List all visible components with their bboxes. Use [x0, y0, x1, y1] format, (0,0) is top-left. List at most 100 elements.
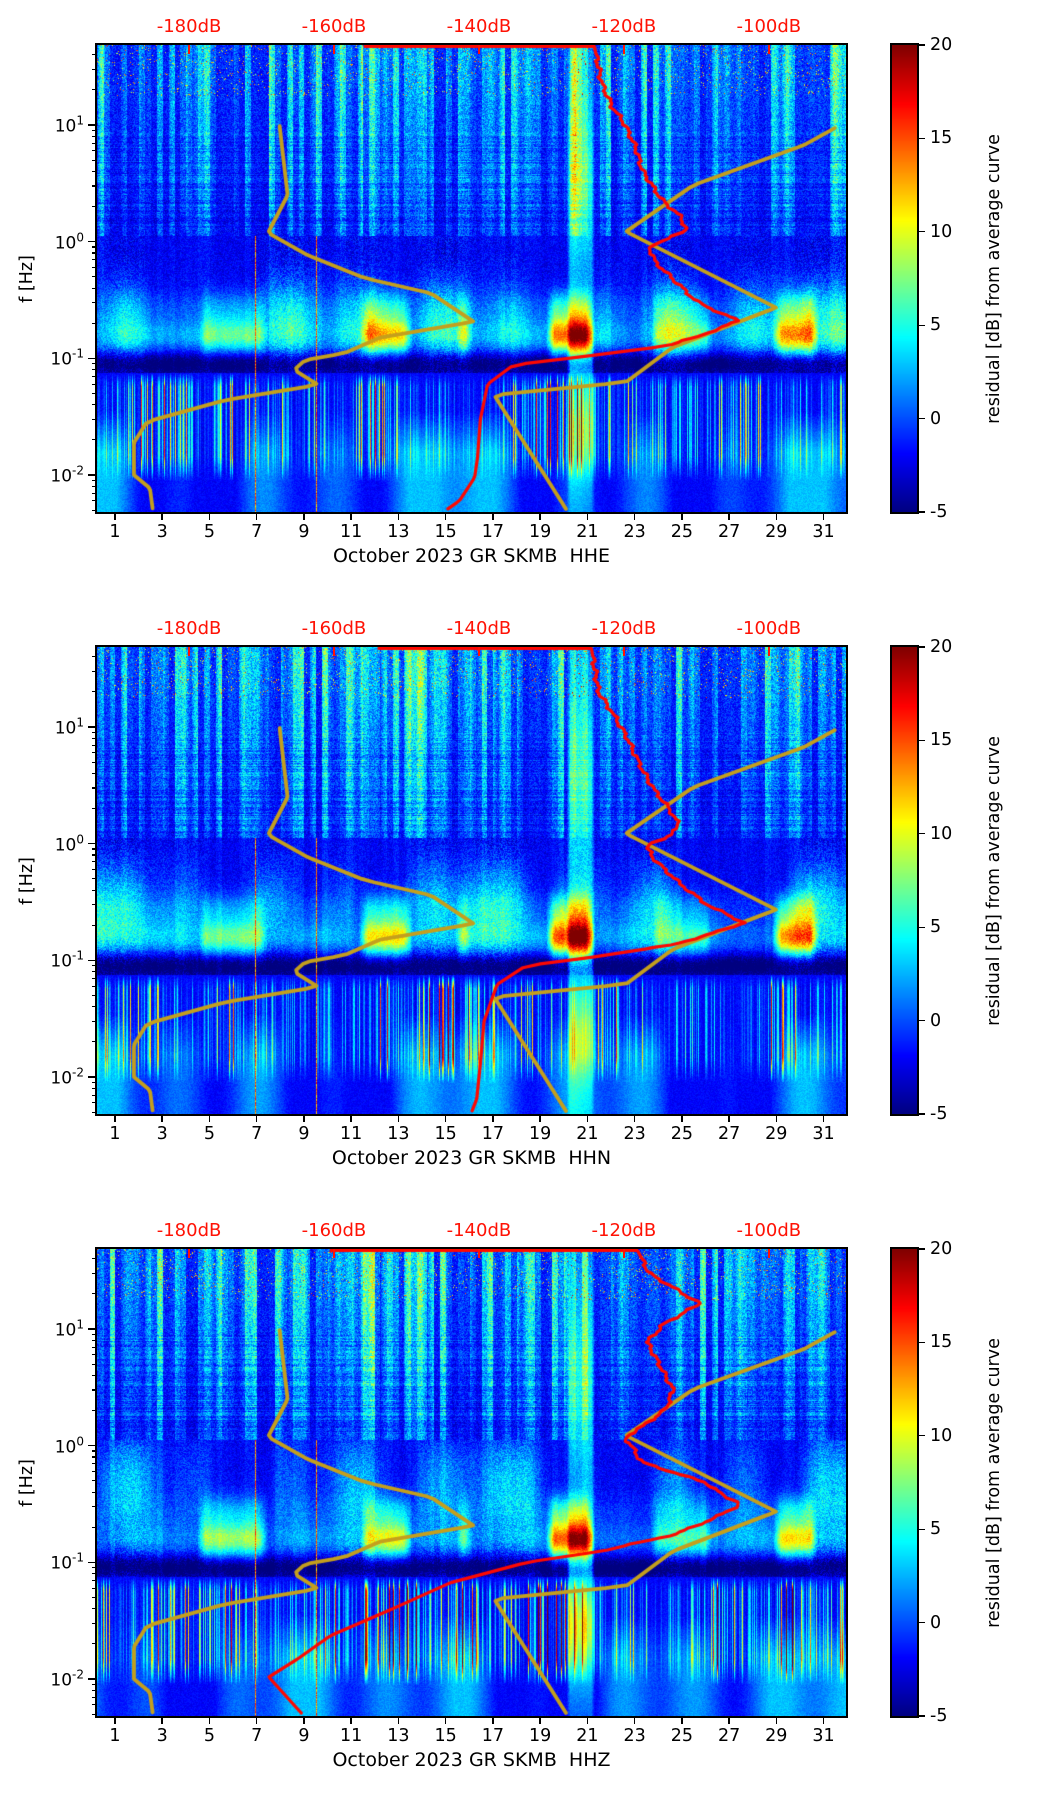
colorbar-tick-label: 5: [930, 315, 942, 336]
day-axis-label: 3: [156, 522, 168, 542]
day-axis-tick: [633, 514, 636, 520]
day-axis-tick: [681, 1718, 683, 1724]
day-axis-label: 5: [203, 522, 215, 542]
day-axis-tick: [586, 1718, 589, 1724]
freq-axis-minor-tick: [92, 267, 96, 269]
freq-axis-minor-tick: [92, 142, 96, 144]
day-axis-label: 21: [576, 1726, 599, 1746]
colorbar-title: residual [dB] from average curve: [984, 735, 1004, 1026]
colorbar-tick: [919, 1341, 925, 1344]
freq-axis-minor-tick: [92, 1293, 96, 1295]
colorbar-tick-label: 5: [930, 917, 942, 938]
freq-axis-major-tick: [88, 1561, 95, 1564]
freq-axis-minor-tick: [92, 1041, 96, 1043]
day-axis-tick: [444, 1718, 447, 1724]
day-axis-tick: [539, 514, 541, 520]
day-axis-tick: [681, 514, 683, 520]
db-axis-label: -120dB: [591, 16, 657, 37]
freq-axis-minor-tick: [92, 492, 96, 494]
freq-axis-minor-tick: [92, 185, 96, 187]
day-axis-label: 25: [670, 1124, 693, 1144]
freq-axis-minor-tick: [92, 479, 96, 481]
freq-axis-minor-tick: [92, 1491, 96, 1493]
day-axis-tick: [822, 514, 825, 520]
freq-axis-minor-tick: [92, 375, 96, 377]
freq-axis-major-tick: [88, 1678, 95, 1680]
day-axis-tick: [303, 514, 305, 520]
db-axis-label: -140dB: [446, 1220, 512, 1241]
day-axis-label: 19: [528, 522, 552, 542]
colorbar-tick: [919, 417, 925, 420]
freq-axis-minor-tick: [92, 1094, 96, 1096]
db-axis-tick: [187, 45, 191, 54]
colorbar-tick-label: 0: [930, 1612, 942, 1633]
freq-axis-minor-tick: [92, 206, 96, 208]
day-axis-label: 9: [298, 1726, 310, 1746]
freq-axis-minor-tick: [92, 363, 96, 365]
day-axis-tick: [255, 1116, 258, 1122]
day-axis-tick: [728, 514, 730, 520]
day-axis-label: 17: [481, 1124, 505, 1144]
day-axis-tick: [728, 1718, 730, 1724]
freq-axis-label: 101: [54, 715, 84, 739]
colorbar-tick-label: 10: [930, 221, 953, 242]
freq-axis-label: 100: [54, 832, 84, 855]
colorbar-tick-label: 15: [930, 1332, 953, 1353]
freq-axis-minor-tick: [92, 1713, 96, 1715]
day-axis-tick: [161, 1718, 163, 1724]
db-axis-tick: [477, 647, 481, 656]
day-axis-label: 23: [623, 522, 646, 542]
db-axis-tick: [767, 45, 771, 54]
freq-axis-minor-tick: [92, 1463, 96, 1465]
day-axis-label: 29: [765, 522, 788, 542]
day-axis-tick: [775, 1116, 777, 1122]
freq-axis-label: 10-2: [50, 1667, 84, 1691]
day-axis-tick: [350, 514, 352, 520]
freq-axis-title: f [Hz]: [17, 856, 37, 905]
day-axis-label: 31: [812, 1726, 835, 1746]
freq-axis-minor-tick: [92, 1704, 96, 1706]
freq-axis-minor-tick: [92, 656, 96, 658]
day-axis-label: 5: [203, 1124, 215, 1144]
freq-axis-minor-tick: [92, 150, 96, 152]
db-axis-label: -180dB: [156, 1220, 222, 1241]
freq-axis-minor-tick: [92, 418, 96, 420]
freq-axis-minor-tick: [92, 977, 96, 979]
db-axis-tick: [332, 647, 336, 656]
db-axis-tick: [477, 45, 481, 54]
colorbar-tick: [919, 1715, 925, 1717]
day-axis-label: 11: [340, 1726, 363, 1746]
day-axis-label: 5: [203, 1726, 215, 1746]
freq-axis-minor-tick: [92, 135, 96, 137]
freq-axis-major-tick: [88, 357, 95, 360]
day-axis-tick: [303, 1116, 305, 1122]
colorbar-tick: [919, 1113, 925, 1115]
freq-axis-label: 100: [54, 230, 84, 253]
day-axis-tick: [397, 1718, 400, 1724]
db-axis-label: -140dB: [446, 618, 512, 639]
colorbar-tick: [919, 44, 925, 46]
freq-axis-label: 10-1: [50, 347, 84, 370]
freq-axis-major-tick: [88, 124, 95, 126]
colorbar-tick: [919, 324, 925, 326]
db-axis-tick: [332, 45, 336, 54]
day-axis-label: 23: [623, 1124, 646, 1144]
colorbar-HHN: [892, 647, 917, 1114]
colorbar-tick-label: 5: [930, 1519, 942, 1540]
freq-axis-minor-tick: [92, 731, 96, 733]
freq-axis-minor-tick: [92, 869, 96, 871]
colorbar-tick: [919, 1435, 925, 1437]
freq-axis-minor-tick: [92, 861, 96, 863]
freq-axis-minor-tick: [92, 1643, 96, 1645]
day-axis-label: 31: [812, 1124, 835, 1144]
freq-axis-minor-tick: [92, 392, 96, 394]
day-axis-label: 19: [528, 1726, 552, 1746]
freq-axis-minor-tick: [92, 1111, 96, 1113]
db-axis-label: -100dB: [736, 1220, 802, 1241]
panel-title-HHZ: October 2023 GR SKMB HHZ: [332, 1749, 611, 1771]
db-axis-tick: [767, 1249, 771, 1258]
freq-axis-label: 100: [54, 1434, 84, 1457]
day-axis-label: 1: [109, 522, 121, 542]
colorbar-tick-label: 0: [930, 408, 942, 429]
